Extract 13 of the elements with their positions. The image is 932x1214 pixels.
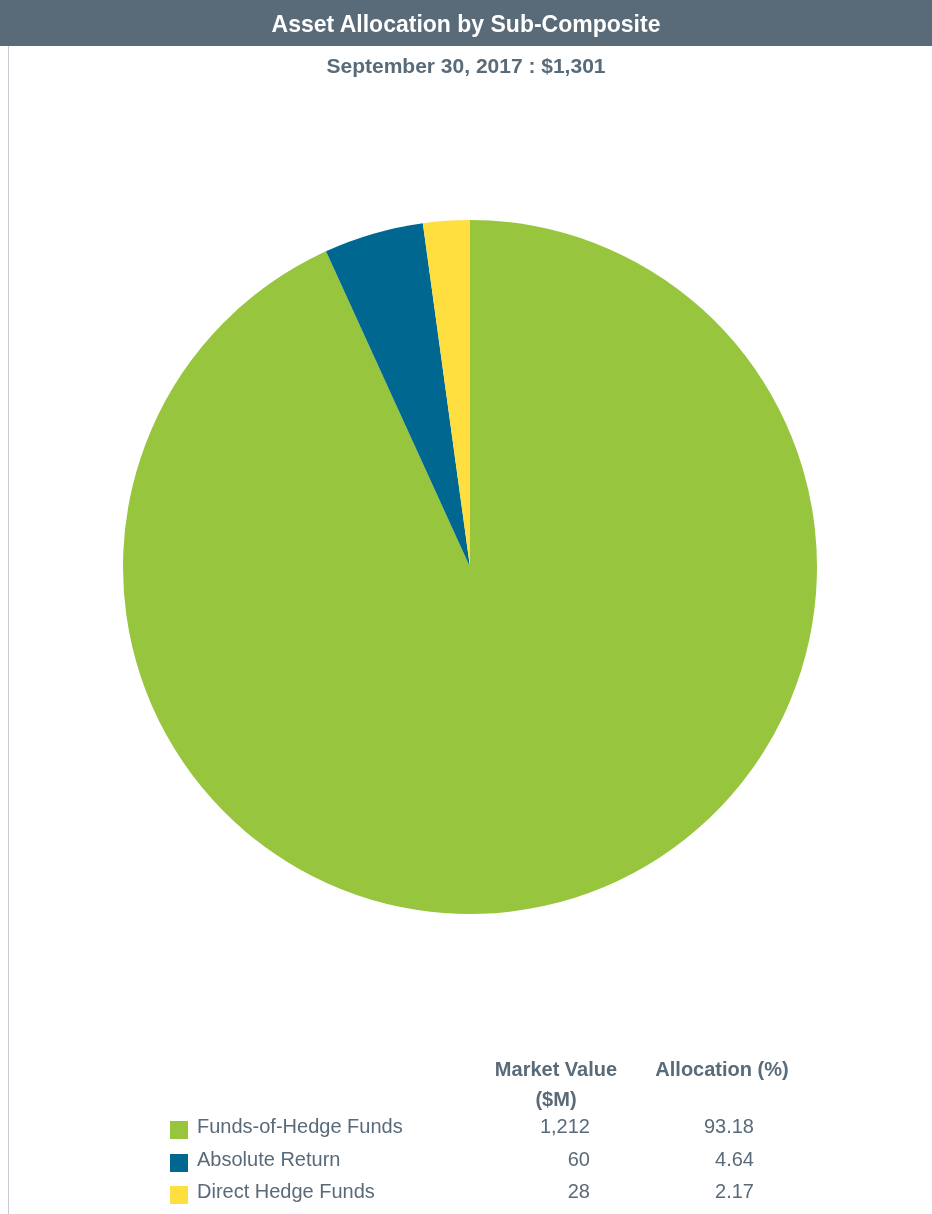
text: 1,212 (539, 1115, 590, 1138)
legend-label: Absolute Return (197, 1147, 341, 1171)
text: Allocation (%) (654, 1057, 790, 1082)
text: Market Value ($M) (493, 1057, 619, 1112)
legend-label: Direct Hedge Funds (197, 1180, 375, 1203)
text: 60 (567, 1147, 590, 1171)
legend-label: Funds-of-Hedge Funds (197, 1115, 403, 1138)
data-label: 4.64 (715, 1147, 754, 1171)
text: 28 (567, 1180, 590, 1203)
data-label: 2.17 (715, 1180, 754, 1203)
data-label: 93.18 (703, 1115, 754, 1138)
chart-title: Asset Allocation by Sub-Composite (0, 0, 932, 46)
chart-subtitle: September 30, 2017 : $1,301 (325, 54, 607, 78)
